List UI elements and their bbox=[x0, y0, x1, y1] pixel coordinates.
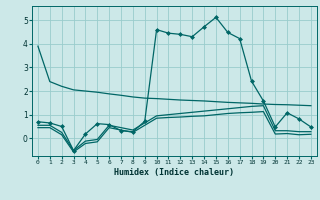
X-axis label: Humidex (Indice chaleur): Humidex (Indice chaleur) bbox=[115, 168, 234, 177]
